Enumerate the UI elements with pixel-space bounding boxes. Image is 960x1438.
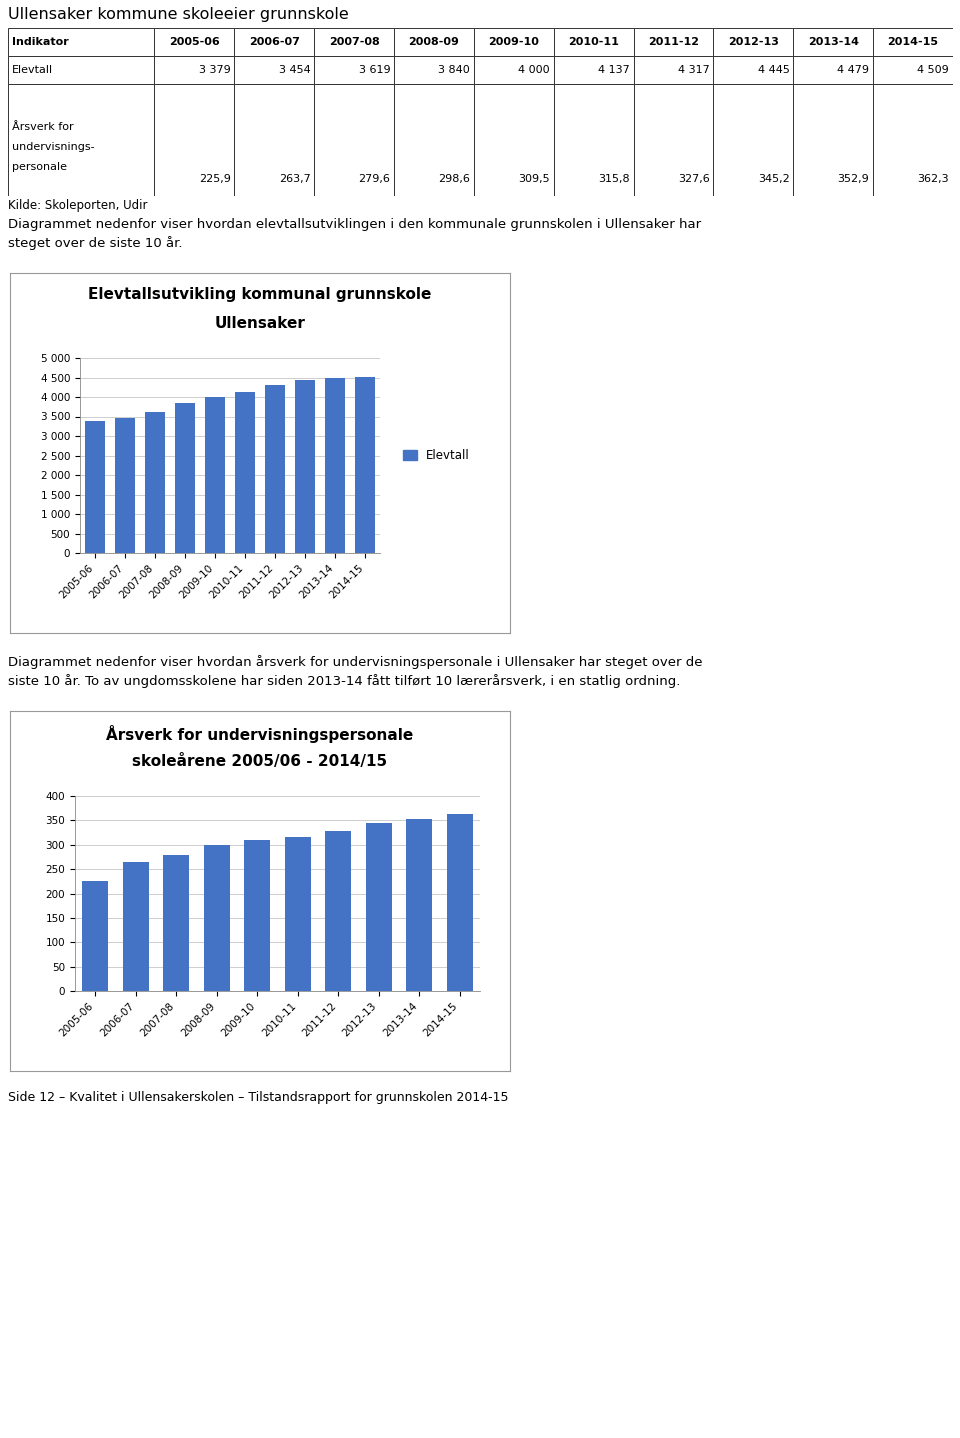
Bar	[85, 421, 105, 554]
Bar	[163, 854, 189, 991]
Text: 2008-09: 2008-09	[409, 37, 460, 47]
Text: 2009-10: 2009-10	[489, 37, 540, 47]
Text: 2011-12: 2011-12	[648, 37, 699, 47]
Text: Indikator: Indikator	[12, 37, 68, 47]
Text: 263,7: 263,7	[278, 174, 310, 184]
Bar	[234, 83, 314, 196]
Text: 298,6: 298,6	[438, 174, 470, 184]
Bar	[314, 27, 394, 56]
Bar	[8, 27, 155, 56]
Bar	[793, 56, 874, 83]
Text: Årsverk for: Årsverk for	[12, 122, 73, 131]
Text: 3 619: 3 619	[359, 65, 391, 75]
Bar	[713, 56, 793, 83]
Text: Ullensaker kommune skoleeier grunnskole: Ullensaker kommune skoleeier grunnskole	[8, 7, 348, 23]
Bar	[634, 27, 713, 56]
Text: Årsverk for undervisningspersonale: Årsverk for undervisningspersonale	[107, 725, 414, 743]
Bar	[205, 397, 225, 554]
Text: 2007-08: 2007-08	[328, 37, 379, 47]
Text: Diagrammet nedenfor viser hvordan årsverk for undervisningspersonale i Ullensake: Diagrammet nedenfor viser hvordan årsver…	[8, 654, 703, 689]
Bar	[554, 56, 634, 83]
Bar	[115, 418, 134, 554]
Bar	[446, 814, 473, 991]
Bar	[155, 27, 234, 56]
Bar	[8, 56, 155, 83]
Text: 4 445: 4 445	[757, 65, 789, 75]
Bar	[366, 823, 392, 991]
Text: 315,8: 315,8	[598, 174, 630, 184]
Text: 309,5: 309,5	[518, 174, 550, 184]
Text: 2014-15: 2014-15	[888, 37, 939, 47]
Bar	[874, 56, 953, 83]
Bar	[874, 27, 953, 56]
Bar	[314, 83, 394, 196]
Text: 352,9: 352,9	[838, 174, 870, 184]
Bar	[314, 56, 394, 83]
Text: Elevtall: Elevtall	[12, 65, 53, 75]
Bar	[284, 837, 311, 991]
Bar	[235, 391, 254, 554]
Text: undervisnings-: undervisnings-	[12, 142, 94, 152]
Text: 4 509: 4 509	[918, 65, 949, 75]
Bar	[244, 840, 271, 991]
Text: 4 317: 4 317	[678, 65, 709, 75]
Bar	[793, 83, 874, 196]
Text: 3 454: 3 454	[278, 65, 310, 75]
Bar	[713, 27, 793, 56]
Text: 3 840: 3 840	[439, 65, 470, 75]
Text: Ullensaker: Ullensaker	[215, 316, 305, 331]
Text: Elevtallsutvikling kommunal grunnskole: Elevtallsutvikling kommunal grunnskole	[88, 288, 432, 302]
Bar	[83, 881, 108, 991]
Bar	[394, 56, 474, 83]
Bar	[634, 56, 713, 83]
Bar	[325, 378, 345, 554]
Bar	[554, 27, 634, 56]
Bar	[145, 411, 165, 554]
Bar	[234, 56, 314, 83]
Text: 327,6: 327,6	[678, 174, 709, 184]
Bar	[406, 820, 432, 991]
Text: Diagrammet nedenfor viser hvordan elevtallsutviklingen i den kommunale grunnskol: Diagrammet nedenfor viser hvordan elevta…	[8, 219, 701, 250]
Bar	[474, 56, 554, 83]
Text: personale: personale	[12, 162, 67, 173]
Bar	[793, 27, 874, 56]
Bar	[176, 403, 195, 554]
Bar	[155, 56, 234, 83]
Text: 2013-14: 2013-14	[807, 37, 859, 47]
Bar	[234, 27, 314, 56]
Text: 2010-11: 2010-11	[568, 37, 619, 47]
Bar	[634, 83, 713, 196]
Bar	[123, 863, 149, 991]
Bar	[474, 83, 554, 196]
Bar	[325, 831, 351, 991]
Bar	[204, 846, 229, 991]
Bar	[474, 27, 554, 56]
Bar	[394, 27, 474, 56]
Bar	[296, 380, 315, 554]
Text: 345,2: 345,2	[757, 174, 789, 184]
Bar	[265, 384, 285, 554]
Bar	[874, 83, 953, 196]
Text: 279,6: 279,6	[358, 174, 391, 184]
Bar	[713, 83, 793, 196]
Text: 2012-13: 2012-13	[728, 37, 779, 47]
Text: Side 12 – Kvalitet i Ullensakerskolen – Tilstandsrapport for grunnskolen 2014-15: Side 12 – Kvalitet i Ullensakerskolen – …	[8, 1091, 509, 1104]
Text: skoleårene 2005/06 - 2014/15: skoleårene 2005/06 - 2014/15	[132, 754, 388, 769]
Bar	[355, 377, 374, 554]
Text: 4 479: 4 479	[837, 65, 870, 75]
Text: 362,3: 362,3	[918, 174, 949, 184]
Text: 4 000: 4 000	[518, 65, 550, 75]
Text: 225,9: 225,9	[199, 174, 230, 184]
Bar	[554, 83, 634, 196]
Legend: Elevtall: Elevtall	[397, 444, 474, 467]
Bar	[155, 83, 234, 196]
Text: Kilde: Skoleporten, Udir: Kilde: Skoleporten, Udir	[8, 200, 148, 213]
Bar	[8, 83, 155, 196]
Text: 4 137: 4 137	[598, 65, 630, 75]
Text: 3 379: 3 379	[199, 65, 230, 75]
Bar	[394, 83, 474, 196]
Text: 2005-06: 2005-06	[169, 37, 220, 47]
Text: 2006-07: 2006-07	[249, 37, 300, 47]
